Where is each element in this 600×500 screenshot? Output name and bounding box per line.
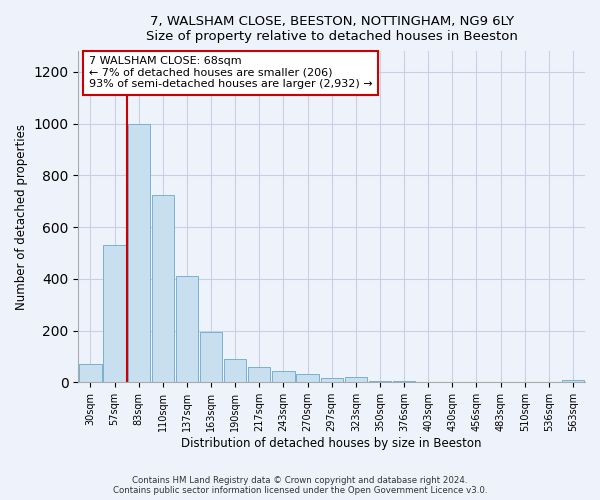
Text: Contains HM Land Registry data © Crown copyright and database right 2024.
Contai: Contains HM Land Registry data © Crown c… xyxy=(113,476,487,495)
Bar xyxy=(200,332,222,382)
Bar xyxy=(79,364,101,382)
Bar xyxy=(152,194,174,382)
Y-axis label: Number of detached properties: Number of detached properties xyxy=(15,124,28,310)
Bar xyxy=(562,380,584,382)
Bar xyxy=(224,359,247,382)
Text: 7 WALSHAM CLOSE: 68sqm
← 7% of detached houses are smaller (206)
93% of semi-det: 7 WALSHAM CLOSE: 68sqm ← 7% of detached … xyxy=(89,56,372,90)
Bar xyxy=(128,124,150,382)
Bar xyxy=(103,245,125,382)
Bar xyxy=(248,367,271,382)
Bar xyxy=(393,381,415,382)
Bar xyxy=(176,276,198,382)
Bar xyxy=(296,374,319,382)
Bar xyxy=(369,381,391,382)
Title: 7, WALSHAM CLOSE, BEESTON, NOTTINGHAM, NG9 6LY
Size of property relative to deta: 7, WALSHAM CLOSE, BEESTON, NOTTINGHAM, N… xyxy=(146,15,518,43)
Bar xyxy=(345,377,367,382)
Bar xyxy=(320,378,343,382)
X-axis label: Distribution of detached houses by size in Beeston: Distribution of detached houses by size … xyxy=(181,437,482,450)
Bar xyxy=(272,371,295,382)
